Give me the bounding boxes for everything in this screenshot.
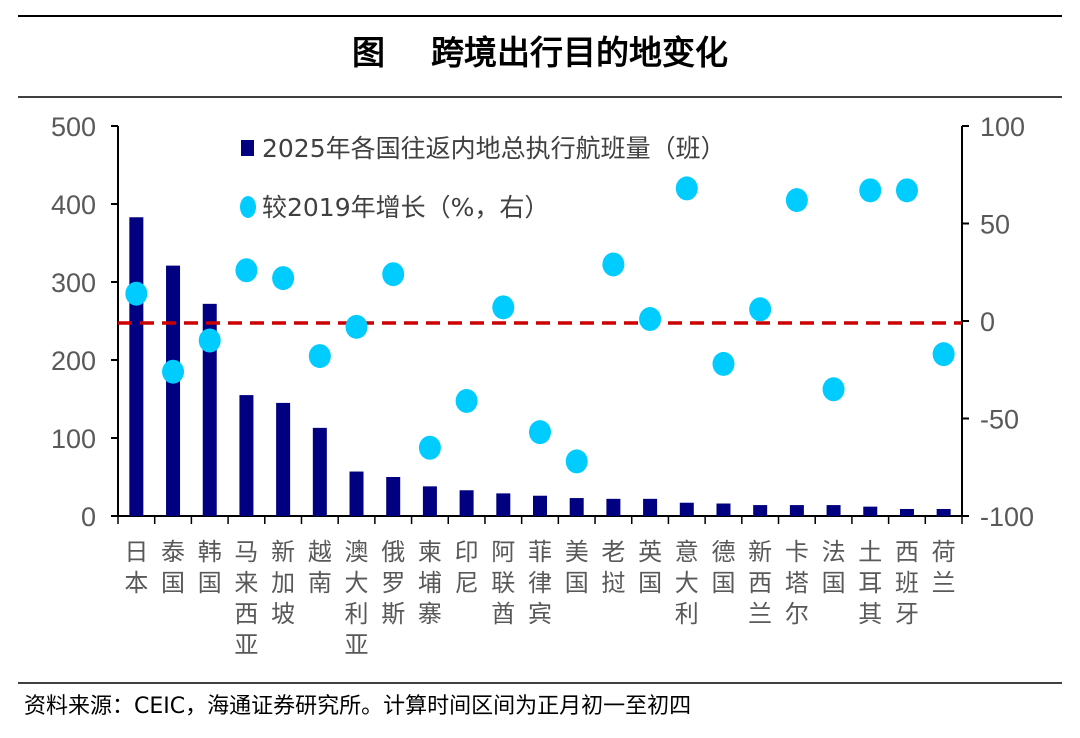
point-荷兰: [932, 342, 955, 367]
category-label: 德国: [711, 538, 735, 597]
left-tick-label: 500: [51, 112, 96, 142]
point-越南: [308, 344, 331, 369]
bar-卡塔尔: [789, 505, 804, 516]
left-tick-label: 300: [51, 268, 96, 298]
category-label: 新西兰: [748, 538, 772, 628]
point-老挝: [602, 252, 625, 277]
bar-菲律宾: [533, 495, 547, 516]
bar-老挝: [606, 498, 621, 516]
bar-印尼: [459, 490, 474, 516]
point-意大利: [675, 176, 698, 201]
category-label: 新加坡: [271, 538, 295, 628]
category-label: 英国: [638, 538, 662, 597]
left-tick-label: 400: [51, 190, 96, 220]
point-新加坡: [272, 266, 295, 291]
category-label: 意大利: [675, 538, 699, 628]
bar-法国: [826, 505, 841, 516]
point-柬埔寨: [418, 435, 441, 460]
category-label: 美国: [565, 538, 589, 597]
point-泰国: [162, 359, 185, 384]
category-label: 法国: [822, 538, 846, 597]
bar-德国: [716, 503, 731, 516]
left-tick-label: 200: [51, 346, 96, 376]
right-tick-label: -50: [980, 405, 1019, 435]
right-tick-label: -100: [980, 502, 1034, 532]
bar-新西兰: [753, 505, 768, 516]
point-法国: [822, 377, 845, 402]
bar-马来西亚: [239, 395, 254, 516]
point-俄罗斯: [382, 262, 405, 287]
legend-dot-swatch: [240, 196, 256, 218]
bar-西班牙: [899, 508, 914, 516]
category-label: 印尼: [455, 538, 479, 597]
category-label: 越南: [308, 538, 332, 597]
category-label: 泰国: [161, 538, 185, 597]
point-马来西亚: [235, 258, 258, 283]
right-tick-label: 0: [980, 307, 995, 337]
bar-泰国: [166, 265, 181, 516]
category-label: 老挝: [601, 538, 625, 597]
source-note: 资料来源：CEIC，海通证券研究所。计算时间区间为正月初一至初四: [24, 694, 691, 719]
point-西班牙: [895, 178, 918, 203]
bar-柬埔寨: [422, 486, 437, 516]
category-label: 西班牙: [895, 538, 919, 628]
point-美国: [565, 449, 588, 474]
point-澳大利亚: [345, 314, 368, 339]
bar-韩国: [202, 303, 217, 516]
category-label: 柬埔寨: [418, 538, 442, 628]
point-新西兰: [749, 297, 772, 322]
bar-越南: [312, 427, 327, 516]
bar-俄罗斯: [386, 477, 401, 516]
category-label: 韩国: [198, 538, 222, 597]
category-label: 俄罗斯: [381, 538, 405, 628]
category-label: 卡塔尔: [785, 538, 809, 628]
category-label: 日本: [124, 538, 148, 597]
point-韩国: [198, 328, 221, 353]
bar-荷兰: [936, 508, 951, 516]
point-土耳其: [859, 178, 882, 203]
bar-意大利: [679, 502, 694, 516]
legend-dot-label: 较2019年增长（%，右）: [262, 193, 549, 222]
category-label: 土耳其: [858, 538, 882, 628]
legend-bar-swatch: [241, 140, 254, 156]
point-菲律宾: [529, 420, 551, 445]
bar-日本: [129, 217, 144, 516]
category-label: 马来西亚: [234, 538, 258, 659]
bar-英国: [643, 498, 658, 516]
point-英国: [639, 307, 662, 332]
point-印尼: [455, 388, 478, 413]
bar-新加坡: [276, 402, 291, 516]
point-德国: [712, 351, 735, 376]
bar-土耳其: [863, 506, 878, 516]
category-label: 荷兰: [932, 538, 956, 597]
category-label: 澳大利亚: [345, 538, 369, 659]
point-卡塔尔: [785, 188, 808, 213]
right-tick-label: 100: [980, 112, 1025, 142]
bar-澳大利亚: [349, 471, 364, 516]
point-日本: [125, 281, 148, 306]
bar-美国: [569, 498, 584, 516]
point-阿联酋: [492, 295, 515, 320]
category-label: 阿联酋: [491, 538, 515, 628]
left-tick-label: 100: [51, 424, 96, 454]
left-tick-label: 0: [81, 502, 96, 532]
legend-bar-label: 2025年各国往返内地总执行航班量（班）: [262, 134, 726, 163]
bar-阿联酋: [496, 493, 511, 516]
right-tick-label: 50: [980, 210, 1010, 240]
chart-title: 图 跨境出行目的地变化: [352, 33, 728, 72]
category-label: 菲律宾: [528, 538, 552, 628]
